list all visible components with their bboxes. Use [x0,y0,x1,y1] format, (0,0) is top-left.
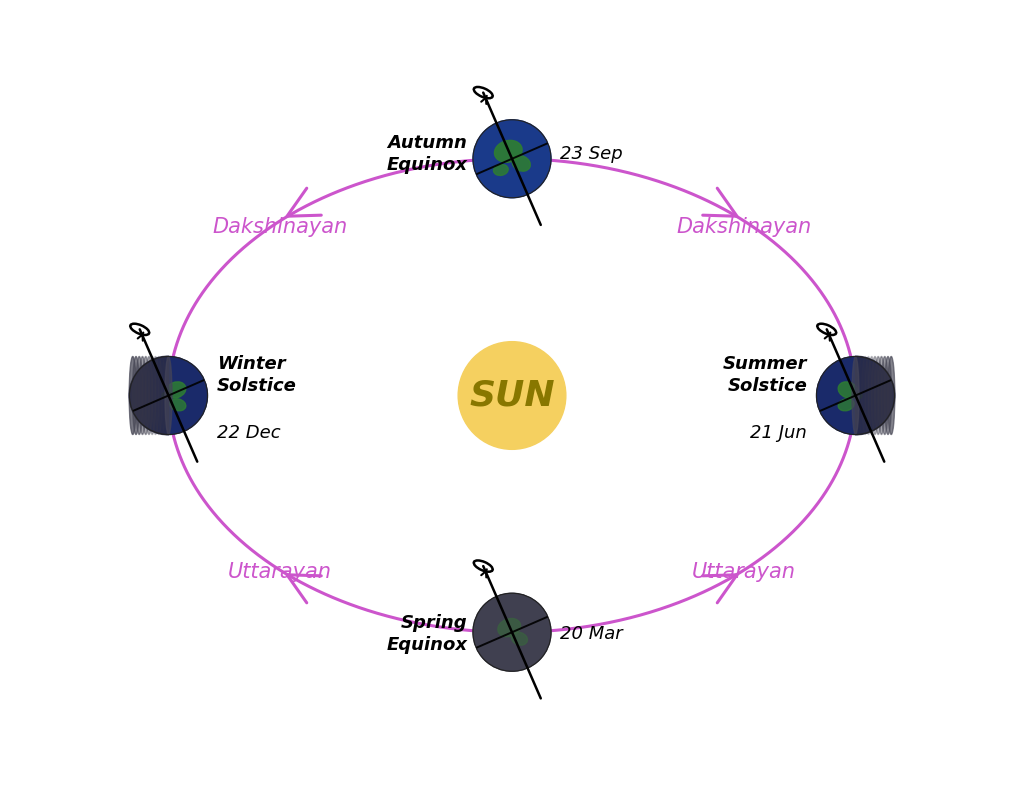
Ellipse shape [165,357,172,434]
Ellipse shape [852,357,859,434]
Wedge shape [855,356,895,435]
Circle shape [129,357,208,434]
Ellipse shape [494,165,508,176]
Ellipse shape [498,619,520,637]
Ellipse shape [858,357,865,434]
Ellipse shape [495,140,522,162]
Ellipse shape [868,357,876,434]
Ellipse shape [885,357,892,434]
Ellipse shape [839,382,858,398]
Ellipse shape [152,357,159,434]
Ellipse shape [839,399,854,411]
Ellipse shape [878,357,885,434]
Text: 22 Dec: 22 Dec [217,424,281,441]
Ellipse shape [853,392,862,399]
Circle shape [473,593,551,672]
Ellipse shape [148,357,156,434]
Text: 23 Sep: 23 Sep [560,145,623,163]
Text: Spring
Equinox: Spring Equinox [386,614,467,654]
Ellipse shape [882,357,889,434]
Circle shape [816,357,895,434]
Ellipse shape [871,357,879,434]
Text: Uttarayan: Uttarayan [228,562,332,582]
Text: Summer
Solstice: Summer Solstice [723,355,807,396]
Ellipse shape [135,357,142,434]
Circle shape [458,342,566,449]
Ellipse shape [145,357,153,434]
Ellipse shape [159,357,166,434]
Ellipse shape [170,399,185,411]
Ellipse shape [855,357,862,434]
Text: 20 Mar: 20 Mar [560,625,623,643]
Circle shape [473,119,551,198]
Ellipse shape [861,357,868,434]
Wedge shape [129,356,169,435]
Text: Dakshinayan: Dakshinayan [677,217,812,237]
Ellipse shape [165,357,172,434]
Ellipse shape [142,357,150,434]
Ellipse shape [511,632,527,645]
Ellipse shape [132,357,139,434]
Ellipse shape [865,357,872,434]
Ellipse shape [139,357,146,434]
Text: Dakshinayan: Dakshinayan [212,217,347,237]
Ellipse shape [162,357,169,434]
Text: SUN: SUN [469,379,555,412]
Ellipse shape [129,357,136,434]
Ellipse shape [874,357,882,434]
Text: Winter
Solstice: Winter Solstice [217,355,297,396]
Text: 21 Jun: 21 Jun [751,424,807,441]
Ellipse shape [162,392,171,399]
Ellipse shape [512,156,530,171]
Text: Uttarayan: Uttarayan [692,562,796,582]
Ellipse shape [166,382,185,398]
Ellipse shape [888,357,895,434]
Ellipse shape [156,357,163,434]
Text: Autumn
Equinox: Autumn Equinox [386,134,467,174]
